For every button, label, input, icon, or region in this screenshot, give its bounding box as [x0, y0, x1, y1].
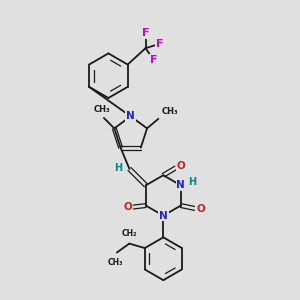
Text: F: F	[156, 39, 164, 49]
Text: N: N	[176, 180, 185, 190]
Text: CH₃: CH₃	[162, 107, 178, 116]
Text: H: H	[114, 163, 122, 172]
Text: O: O	[196, 203, 205, 214]
Text: N: N	[159, 211, 168, 221]
Text: H: H	[188, 177, 196, 188]
Text: F: F	[142, 28, 149, 38]
Text: O: O	[124, 202, 132, 212]
Text: N: N	[126, 111, 135, 122]
Text: CH₃: CH₃	[108, 258, 123, 267]
Text: CH₃: CH₃	[94, 105, 111, 114]
Text: O: O	[177, 161, 185, 171]
Text: CH₂: CH₂	[122, 229, 137, 238]
Text: F: F	[150, 55, 158, 65]
